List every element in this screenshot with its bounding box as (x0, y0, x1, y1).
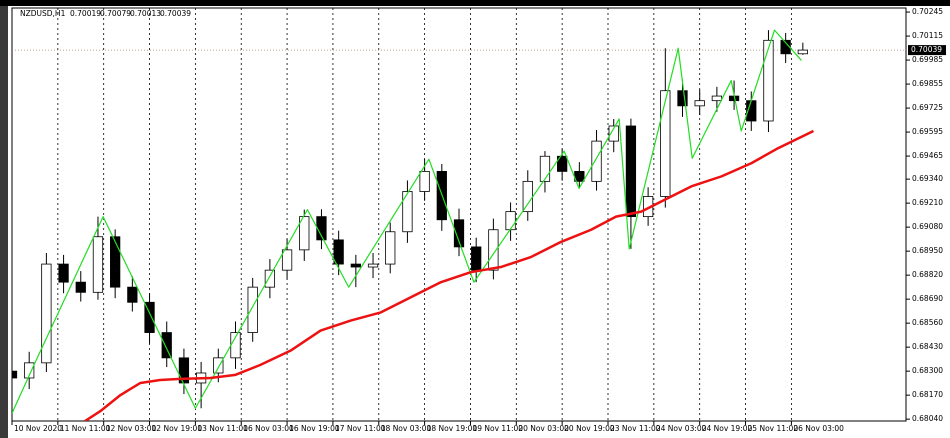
candle-body (453, 219, 465, 248)
current-price-tag (908, 45, 946, 56)
y-tick-label: 0.68300 (912, 366, 943, 375)
candle-body (247, 286, 258, 333)
x-tick-label: 18 Nov 03:00 (381, 424, 432, 433)
candle-body (625, 125, 637, 218)
x-tick-label: 10 Nov 2020 (14, 424, 62, 433)
x-tick-label: 18 Nov 19:00 (427, 424, 478, 433)
candle-body (402, 191, 413, 233)
plot-layer (11, 8, 906, 421)
candle-body (780, 39, 791, 55)
x-tick-label: 20 Nov 19:00 (564, 424, 615, 433)
candle-body (763, 39, 774, 122)
candle-body (539, 155, 551, 182)
candle-body (75, 281, 86, 293)
y-tick-label: 0.68950 (912, 246, 943, 255)
candle-body (350, 263, 361, 268)
candle-body (677, 90, 688, 107)
candle-body (127, 286, 138, 303)
x-tick-label: 25 Nov 11:00 (748, 424, 799, 433)
y-tick-label: 0.69210 (912, 198, 943, 207)
candle-body (591, 140, 602, 182)
y-tick-label: 0.68170 (912, 390, 943, 399)
candle-body (711, 95, 723, 102)
current-price-label: 0.70039 (911, 45, 942, 54)
header-value: 0.70013 (130, 9, 161, 18)
candle-body (92, 236, 104, 293)
candle-body (41, 263, 52, 364)
candle-body (557, 155, 568, 172)
x-tick-label: 16 Nov 03:00 (243, 424, 294, 433)
candle-body (24, 362, 35, 379)
candle-body (12, 370, 18, 379)
y-tick-label: 0.69465 (912, 151, 943, 160)
x-tick-label: 12 Nov 03:00 (106, 424, 157, 433)
x-tick-label: 12 Nov 19:00 (152, 424, 203, 433)
header-value: 0.70039 (160, 9, 191, 18)
candle-body (110, 236, 121, 288)
y-tick-label: 0.69855 (912, 79, 943, 88)
candle-body (488, 229, 499, 271)
y-tick-label: 0.69080 (912, 222, 943, 231)
candle-body (161, 332, 172, 359)
header-value: 0.70019 (70, 9, 101, 18)
candle-body (178, 357, 190, 384)
candle-body (264, 269, 276, 288)
x-tick-label: 23 Nov 11:00 (610, 424, 661, 433)
x-tick-label: 17 Nov 11:00 (335, 424, 386, 433)
x-tick-label: 26 Nov 03:00 (793, 424, 844, 433)
chart-background (8, 6, 950, 438)
x-tick-label: 11 Nov 11:00 (60, 424, 111, 433)
candle-body (522, 180, 533, 213)
x-tick-label: 19 Nov 11:00 (472, 424, 523, 433)
candle-body (367, 263, 379, 268)
y-tick-label: 0.68430 (912, 342, 943, 351)
candle-body (144, 301, 155, 333)
candle-body (213, 357, 224, 374)
candle-body (58, 263, 69, 283)
x-tick-label: 16 Nov 19:00 (289, 424, 340, 433)
indicator-line (84, 129, 814, 421)
y-tick-label: 0.69985 (912, 55, 943, 64)
indicator-line (12, 29, 802, 414)
candle-body (471, 246, 482, 271)
candle-body (505, 211, 516, 231)
candle-body (797, 49, 808, 55)
x-tick-label: 24 Nov 19:00 (702, 424, 753, 433)
y-tick-label: 0.69340 (912, 174, 943, 183)
y-tick-label: 0.70245 (912, 7, 943, 16)
candle-body (608, 125, 619, 142)
candle-body (385, 231, 396, 265)
x-tick-label: 13 Nov 11:00 (197, 424, 248, 433)
y-tick-label: 0.68690 (912, 294, 943, 303)
left-strip (0, 6, 8, 438)
symbol-label: NZDUSD,H1 (20, 9, 66, 18)
candle-body (333, 239, 344, 265)
y-tick-label: 0.69595 (912, 127, 943, 136)
y-tick-label: 0.70115 (912, 31, 943, 40)
y-tick-label: 0.68040 (912, 414, 943, 423)
candle-body (694, 100, 705, 107)
y-tick-label: 0.69725 (912, 103, 943, 112)
candle-body (281, 249, 293, 271)
candle-body (299, 216, 310, 251)
candle-body (419, 170, 430, 192)
series-layer (12, 29, 906, 421)
x-tick-label: 20 Nov 03:00 (518, 424, 569, 433)
x-tick-label: 24 Nov 03:00 (656, 424, 707, 433)
header-value: 0.70079 (100, 9, 131, 18)
top-bar (0, 0, 950, 6)
candle-body (660, 90, 671, 197)
y-tick-label: 0.68560 (912, 318, 943, 327)
y-tick-label: 0.68820 (912, 270, 943, 279)
